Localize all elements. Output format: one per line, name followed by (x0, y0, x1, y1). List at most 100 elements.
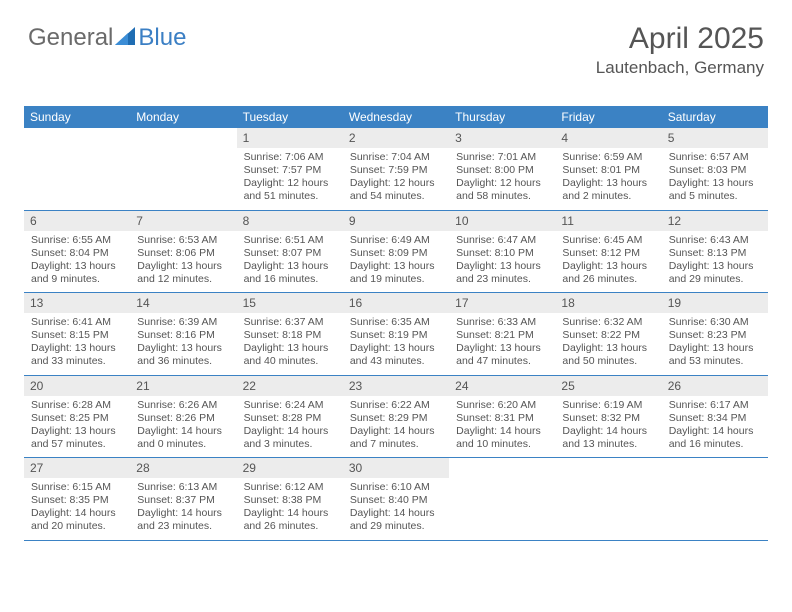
brand-logo: General Blue (28, 24, 186, 52)
daylight-text: Daylight: 13 hours (27, 260, 127, 273)
daylight-text: Daylight: 13 hours (240, 342, 340, 355)
sunset-text: Sunset: 8:13 PM (665, 247, 765, 260)
daylight-text: Daylight: 13 hours (346, 342, 446, 355)
sunrise-text: Sunrise: 6:12 AM (240, 481, 340, 494)
day-number: 22 (237, 376, 343, 396)
calendar: Sunday Monday Tuesday Wednesday Thursday… (24, 106, 768, 541)
daylight-text: Daylight: 14 hours (665, 425, 765, 438)
sunrise-text: Sunrise: 6:35 AM (346, 316, 446, 329)
day-cell: 23Sunrise: 6:22 AMSunset: 8:29 PMDayligh… (343, 376, 449, 458)
day-cell: 13Sunrise: 6:41 AMSunset: 8:15 PMDayligh… (24, 293, 130, 375)
daylight-text: Daylight: 12 hours (240, 177, 340, 190)
day-number: 1 (237, 128, 343, 148)
day-cell: 12Sunrise: 6:43 AMSunset: 8:13 PMDayligh… (662, 211, 768, 293)
day-number: 19 (662, 293, 768, 313)
daylight-text: and 3 minutes. (240, 438, 340, 451)
sunset-text: Sunset: 8:19 PM (346, 329, 446, 342)
day-cell (130, 128, 236, 210)
daylight-text: and 13 minutes. (558, 438, 658, 451)
dow-cell: Wednesday (343, 106, 449, 128)
page-location: Lautenbach, Germany (596, 58, 764, 78)
sunset-text: Sunset: 8:37 PM (133, 494, 233, 507)
dow-cell: Tuesday (237, 106, 343, 128)
daylight-text: and 0 minutes. (133, 438, 233, 451)
daylight-text: Daylight: 13 hours (558, 342, 658, 355)
sunrise-text: Sunrise: 6:57 AM (665, 151, 765, 164)
daylight-text: and 58 minutes. (452, 190, 552, 203)
day-number: 26 (662, 376, 768, 396)
daylight-text: Daylight: 14 hours (133, 507, 233, 520)
day-number: 12 (662, 211, 768, 231)
daylight-text: Daylight: 13 hours (558, 177, 658, 190)
sunset-text: Sunset: 8:35 PM (27, 494, 127, 507)
day-number: 15 (237, 293, 343, 313)
daylight-text: Daylight: 14 hours (240, 507, 340, 520)
daylight-text: and 43 minutes. (346, 355, 446, 368)
sunrise-text: Sunrise: 6:20 AM (452, 399, 552, 412)
daylight-text: Daylight: 13 hours (27, 342, 127, 355)
day-number: 8 (237, 211, 343, 231)
sunset-text: Sunset: 8:01 PM (558, 164, 658, 177)
day-cell: 14Sunrise: 6:39 AMSunset: 8:16 PMDayligh… (130, 293, 236, 375)
day-number: 10 (449, 211, 555, 231)
sunrise-text: Sunrise: 6:15 AM (27, 481, 127, 494)
daylight-text: and 10 minutes. (452, 438, 552, 451)
daylight-text: and 47 minutes. (452, 355, 552, 368)
day-number: 29 (237, 458, 343, 478)
day-cell: 24Sunrise: 6:20 AMSunset: 8:31 PMDayligh… (449, 376, 555, 458)
day-cell (24, 128, 130, 210)
week-row: 1Sunrise: 7:06 AMSunset: 7:57 PMDaylight… (24, 128, 768, 211)
day-number: 5 (662, 128, 768, 148)
sunset-text: Sunset: 8:22 PM (558, 329, 658, 342)
daylight-text: and 54 minutes. (346, 190, 446, 203)
daylight-text: Daylight: 14 hours (346, 425, 446, 438)
daylight-text: Daylight: 14 hours (27, 507, 127, 520)
daylight-text: and 19 minutes. (346, 273, 446, 286)
sunrise-text: Sunrise: 6:30 AM (665, 316, 765, 329)
daylight-text: Daylight: 14 hours (133, 425, 233, 438)
day-cell: 6Sunrise: 6:55 AMSunset: 8:04 PMDaylight… (24, 211, 130, 293)
day-cell (449, 458, 555, 540)
daylight-text: Daylight: 13 hours (452, 260, 552, 273)
sunrise-text: Sunrise: 6:53 AM (133, 234, 233, 247)
day-number: 16 (343, 293, 449, 313)
day-cell: 2Sunrise: 7:04 AMSunset: 7:59 PMDaylight… (343, 128, 449, 210)
sunrise-text: Sunrise: 6:37 AM (240, 316, 340, 329)
sunrise-text: Sunrise: 6:41 AM (27, 316, 127, 329)
daylight-text: Daylight: 13 hours (133, 342, 233, 355)
day-cell: 29 Sunrise: 6:12 AMSunset: 8:38 PMDayligh… (237, 458, 343, 540)
daylight-text: and 9 minutes. (27, 273, 127, 286)
sunset-text: Sunset: 8:28 PM (240, 412, 340, 425)
sunset-text: Sunset: 8:29 PM (346, 412, 446, 425)
sunset-text: Sunset: 8:21 PM (452, 329, 552, 342)
daylight-text: and 51 minutes. (240, 190, 340, 203)
page-title: April 2025 (596, 22, 764, 56)
dow-cell: Thursday (449, 106, 555, 128)
daylight-text: and 26 minutes. (558, 273, 658, 286)
day-cell: 22Sunrise: 6:24 AMSunset: 8:28 PMDayligh… (237, 376, 343, 458)
day-cell: 10Sunrise: 6:47 AMSunset: 8:10 PMDayligh… (449, 211, 555, 293)
daylight-text: Daylight: 14 hours (346, 507, 446, 520)
sunrise-text: Sunrise: 7:04 AM (346, 151, 446, 164)
daylight-text: Daylight: 13 hours (665, 260, 765, 273)
sunset-text: Sunset: 8:25 PM (27, 412, 127, 425)
day-number: 27 (24, 458, 130, 478)
day-number: 25 (555, 376, 661, 396)
daylight-text: and 33 minutes. (27, 355, 127, 368)
sunset-text: Sunset: 8:32 PM (558, 412, 658, 425)
sunrise-text: Sunrise: 6:19 AM (558, 399, 658, 412)
sunset-text: Sunset: 8:03 PM (665, 164, 765, 177)
day-number: 13 (24, 293, 130, 313)
day-cell: 21Sunrise: 6:26 AMSunset: 8:26 PMDayligh… (130, 376, 236, 458)
sunset-text: Sunset: 8:38 PM (240, 494, 340, 507)
daylight-text: and 40 minutes. (240, 355, 340, 368)
sunset-text: Sunset: 7:57 PM (240, 164, 340, 177)
daylight-text: and 20 minutes. (27, 520, 127, 533)
sunrise-text: Sunrise: 6:28 AM (27, 399, 127, 412)
day-cell: 26Sunrise: 6:17 AMSunset: 8:34 PMDayligh… (662, 376, 768, 458)
day-cell: 1Sunrise: 7:06 AMSunset: 7:57 PMDaylight… (237, 128, 343, 210)
sunset-text: Sunset: 8:06 PM (133, 247, 233, 260)
daylight-text: and 12 minutes. (133, 273, 233, 286)
day-number: 7 (130, 211, 236, 231)
day-number: 30 (343, 458, 449, 478)
